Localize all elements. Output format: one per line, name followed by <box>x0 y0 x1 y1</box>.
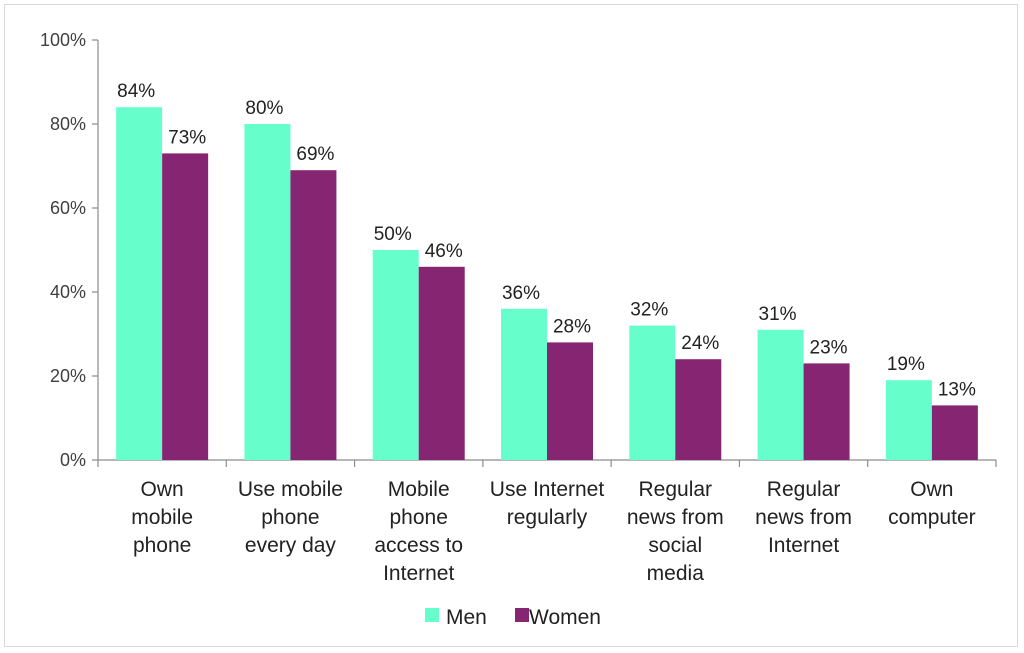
data-label-men-5: 31% <box>759 304 797 325</box>
legend: Men Women <box>425 606 601 629</box>
legend-label-men: Men <box>446 606 487 629</box>
bars <box>116 107 978 460</box>
category-label-line: regularly <box>507 506 588 529</box>
category-label-1: Use mobile phone every day <box>238 478 343 557</box>
bar-women-2 <box>418 266 465 460</box>
y-tick-label: 100% <box>40 30 86 50</box>
category-label-4: Regular news from social media <box>627 478 724 585</box>
category-label-line: access to <box>374 534 463 557</box>
bar-men-0 <box>116 107 163 460</box>
category-label-3: Use Internet regularly <box>490 478 605 529</box>
data-label-women-4: 24% <box>681 333 719 354</box>
bar-men-4 <box>629 325 676 460</box>
category-label-line: Use mobile <box>238 478 343 501</box>
category-label-line: mobile <box>131 506 193 529</box>
category-label-line: Internet <box>383 562 454 585</box>
bar-men-5 <box>757 329 804 460</box>
category-label-line: every day <box>245 534 337 557</box>
data-label-women-3: 28% <box>553 316 591 337</box>
bar-men-2 <box>372 250 419 460</box>
category-label-line: Use Internet <box>490 478 605 501</box>
data-label-women-6: 13% <box>938 379 976 400</box>
bar-men-3 <box>501 308 547 460</box>
category-label-line: social <box>648 534 702 557</box>
legend-swatch-men <box>425 608 439 622</box>
category-label-line: news from <box>627 506 724 529</box>
data-labels: 84% 80% 50% 36% 32% 31% 19% 73% 69% 46% 28% 24% 23% 1… <box>117 81 976 400</box>
data-label-men-1: 80% <box>245 98 283 119</box>
category-label-2: Mobile phone access to Internet <box>374 478 463 585</box>
category-label-line: Own <box>141 478 184 501</box>
category-label-0: Own mobile phone <box>131 478 193 557</box>
category-label-line: Regular <box>639 478 713 501</box>
data-label-women-2: 46% <box>425 241 463 262</box>
category-label-line: Internet <box>768 534 839 557</box>
data-label-men-4: 32% <box>630 300 668 321</box>
bar-women-3 <box>547 342 593 460</box>
bar-women-5 <box>803 363 850 460</box>
category-label-line: media <box>647 562 705 585</box>
bar-women-4 <box>675 359 722 460</box>
category-label-line: Regular <box>767 478 841 501</box>
category-label-line: computer <box>888 506 976 529</box>
category-label-line: phone <box>133 534 191 557</box>
category-labels: Own mobile phone Use mobile phone every day Mo… <box>131 478 975 585</box>
category-label-line: Own <box>910 478 953 501</box>
category-label-line: news from <box>755 506 852 529</box>
y-tick-label: 40% <box>50 282 86 302</box>
legend-swatch-women <box>515 608 529 622</box>
category-label-5: Regular news from Internet <box>755 478 852 557</box>
data-label-men-2: 50% <box>374 224 412 245</box>
data-label-men-0: 84% <box>117 81 155 102</box>
bar-women-0 <box>162 153 209 460</box>
y-tick-label: 0% <box>60 450 86 470</box>
bar-women-1 <box>290 170 337 460</box>
category-label-line: Mobile <box>388 478 450 501</box>
data-label-women-1: 69% <box>296 144 334 165</box>
data-label-women-5: 23% <box>810 337 848 358</box>
y-tick-label: 80% <box>50 114 86 134</box>
data-label-men-6: 19% <box>887 354 925 375</box>
bar-men-1 <box>244 124 291 460</box>
legend-label-women: Women <box>529 606 601 629</box>
data-label-men-3: 36% <box>502 283 540 304</box>
y-tick-label: 20% <box>50 366 86 386</box>
y-tick-label: 60% <box>50 198 86 218</box>
category-label-6: Own computer <box>888 478 976 529</box>
category-label-line: phone <box>261 506 319 529</box>
bar-men-6 <box>885 380 932 460</box>
data-label-women-0: 73% <box>168 127 206 148</box>
bar-women-6 <box>931 405 978 460</box>
category-label-line: phone <box>390 506 448 529</box>
